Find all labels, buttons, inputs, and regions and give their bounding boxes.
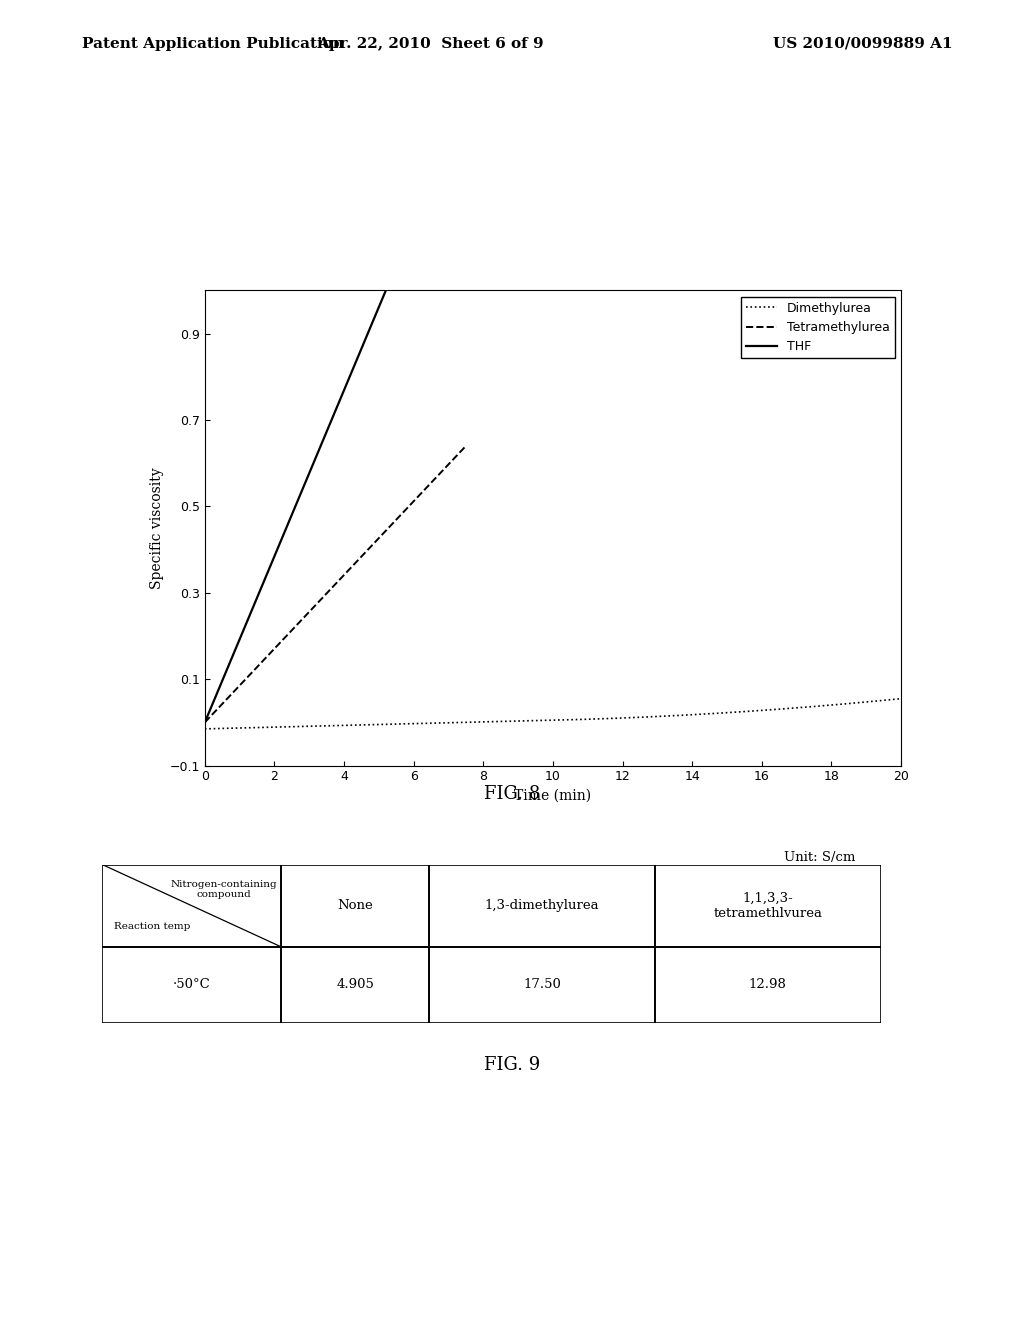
Text: Unit: S/cm: Unit: S/cm bbox=[783, 851, 855, 865]
Text: ·50°C: ·50°C bbox=[173, 978, 211, 991]
Text: Patent Application Publication: Patent Application Publication bbox=[82, 37, 344, 51]
Text: Reaction temp: Reaction temp bbox=[115, 921, 190, 931]
Text: FIG. 9: FIG. 9 bbox=[484, 1056, 540, 1074]
Text: 17.50: 17.50 bbox=[523, 978, 561, 991]
Text: 1,1,3,3-
tetramethlvurea: 1,1,3,3- tetramethlvurea bbox=[714, 892, 822, 920]
Text: FIG. 8: FIG. 8 bbox=[484, 785, 540, 804]
Legend: Dimethylurea, Tetramethylurea, THF: Dimethylurea, Tetramethylurea, THF bbox=[740, 297, 895, 358]
Text: 12.98: 12.98 bbox=[749, 978, 786, 991]
Text: None: None bbox=[338, 899, 373, 912]
Text: 1,3-dimethylurea: 1,3-dimethylurea bbox=[484, 899, 599, 912]
X-axis label: Time (min): Time (min) bbox=[514, 789, 592, 803]
Text: Nitrogen-containing
compound: Nitrogen-containing compound bbox=[171, 879, 278, 899]
Text: Apr. 22, 2010  Sheet 6 of 9: Apr. 22, 2010 Sheet 6 of 9 bbox=[316, 37, 544, 51]
Text: US 2010/0099889 A1: US 2010/0099889 A1 bbox=[773, 37, 952, 51]
Y-axis label: Specific viscosity: Specific viscosity bbox=[150, 467, 164, 589]
Text: 4.905: 4.905 bbox=[337, 978, 374, 991]
